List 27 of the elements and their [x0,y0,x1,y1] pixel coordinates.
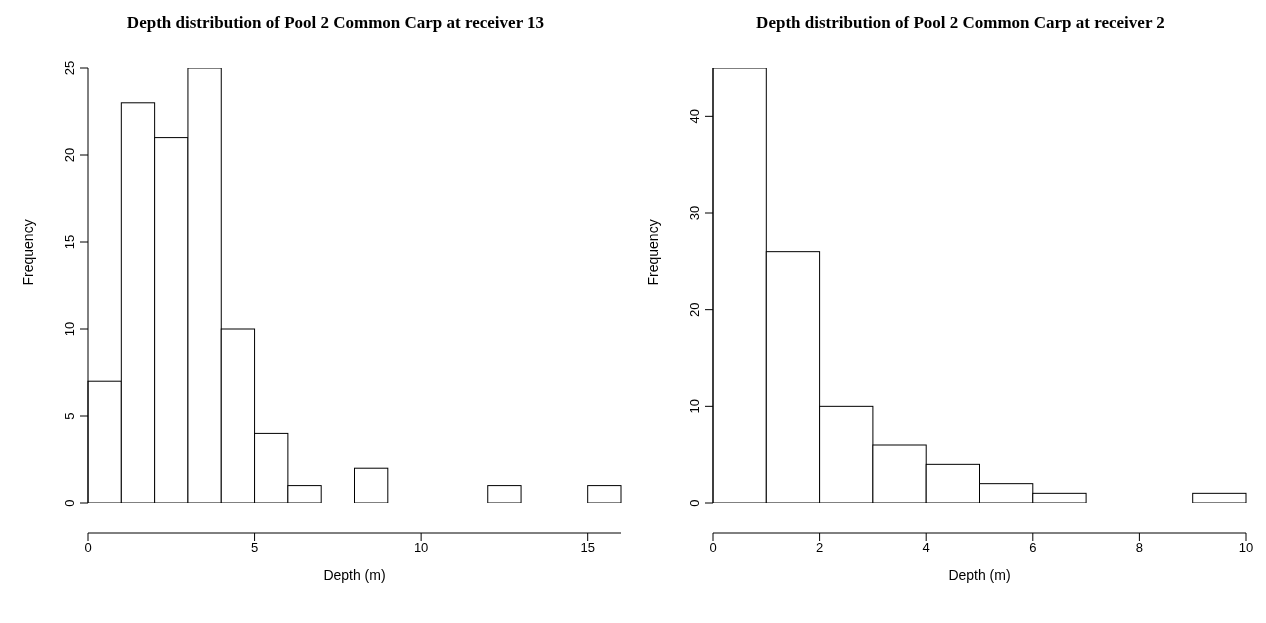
x-tick-label: 6 [1029,540,1037,556]
y-tick-label: 20 [687,302,702,317]
x-axis-title: Depth (m) [323,567,386,583]
x-tick-label: 15 [580,540,595,556]
y-tick-label: 20 [62,147,77,163]
x-tick-label: 0 [709,540,717,556]
y-tick-label: 25 [62,60,77,76]
y-axis-title: Frequency [644,219,661,286]
x-tick-label: 4 [922,540,930,556]
x-tick-label: 10 [413,540,429,556]
x-tick-label: 10 [1238,540,1254,556]
y-tick-label: 5 [62,412,77,420]
x-tick-label: 0 [84,540,92,556]
y-tick-label: 15 [62,234,77,250]
y-tick-label: 40 [687,109,702,124]
x-tick-label: 2 [815,540,824,556]
x-tick-label: 8 [1135,540,1144,556]
y-tick-label: 30 [687,205,702,221]
y-tick-label: 10 [62,321,77,337]
x-axis-title: Depth (m) [948,567,1011,583]
chart-title: Depth distribution of Pool 2 Common Carp at receiver 13 [125,12,546,34]
x-tick-label: 5 [250,540,259,556]
chart-title: Depth distribution of Pool 2 Common Carp at receiver 2 [755,12,1166,34]
y-tick-label: 0 [62,499,77,507]
y-axis-title: Frequency [19,219,36,286]
y-tick-label: 10 [687,399,702,414]
y-tick-label: 0 [687,499,702,507]
